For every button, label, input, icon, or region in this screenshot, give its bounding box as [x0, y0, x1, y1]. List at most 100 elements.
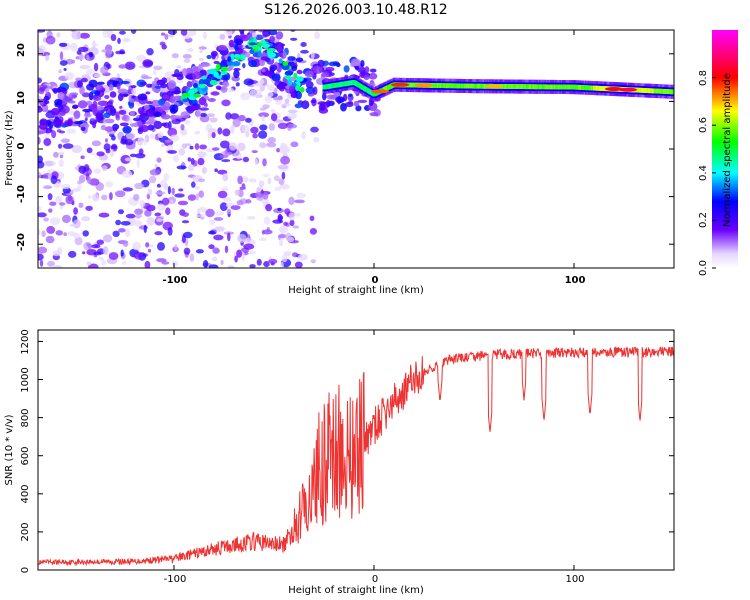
chart-title: S126.2026.003.10.48.R12	[264, 2, 447, 18]
heatmap-cell	[252, 133, 258, 139]
colorbar-ticks	[712, 77, 716, 269]
heatmap-cell	[137, 136, 144, 145]
heatmap-cell	[391, 82, 409, 87]
heatmap-cell	[213, 60, 220, 65]
heatmap-cell	[83, 241, 92, 251]
heatmap-cell	[165, 207, 171, 215]
heatmap-cell	[144, 104, 150, 111]
heatmap-cell	[100, 124, 106, 131]
heatmap-cell	[278, 83, 286, 92]
heatmap-cell	[38, 155, 43, 164]
heatmap-cell	[256, 258, 262, 266]
heatmap-cell	[209, 219, 215, 226]
heatmap-cell	[259, 124, 268, 131]
heatmap-cell	[262, 173, 270, 177]
heatmap-cell	[180, 30, 188, 36]
heatmap-cell	[300, 49, 309, 54]
heatmap-cell	[161, 44, 167, 50]
heatmap-cell	[39, 98, 44, 106]
heatmap-cell	[259, 142, 267, 149]
heatmap-cell	[38, 106, 43, 113]
heatmap-cell	[59, 51, 64, 61]
heatmap-cell	[145, 91, 151, 95]
heatmap-cell	[325, 100, 331, 108]
heatmap-cell	[160, 143, 165, 148]
heatmap-cell	[142, 59, 154, 68]
heatmap-cell	[278, 178, 285, 185]
heatmap-cell	[77, 185, 83, 190]
heatmap-cell	[159, 179, 168, 187]
heatmap-cell	[177, 200, 189, 206]
heatmap-cell	[80, 155, 85, 160]
heatmap-cell	[254, 158, 258, 166]
heatmap-cell	[182, 54, 192, 59]
heatmap-cell	[279, 225, 288, 234]
heatmap-cell	[137, 120, 143, 127]
heatmap-cell	[181, 220, 190, 224]
heatmap-cell	[354, 65, 360, 71]
heatmap-cell	[59, 42, 68, 48]
heatmap-cell	[371, 89, 389, 94]
heatmap-cell	[248, 30, 253, 33]
heatmap-cell	[103, 112, 111, 119]
heatmap-cell	[243, 243, 255, 250]
heatmap-cell	[171, 73, 180, 77]
heatmap-cell	[251, 150, 258, 154]
heatmap-cell	[198, 107, 210, 111]
heatmap-cell	[38, 253, 44, 261]
heatmap-cell	[188, 96, 197, 101]
heatmap-cell	[119, 30, 126, 35]
heatmap-cell	[76, 50, 82, 55]
heatmap-cell	[225, 112, 232, 120]
heatmap-cell	[74, 166, 79, 171]
heatmap-cell	[300, 42, 307, 47]
heatmap-cell	[60, 138, 70, 143]
heatmap-cell	[187, 157, 191, 162]
heatmap-cell	[282, 51, 287, 59]
heatmap-cell	[415, 83, 433, 88]
heatmap-cell	[273, 175, 280, 182]
heatmap-cell	[191, 71, 202, 80]
heatmap-cell	[58, 143, 63, 149]
heatmap-cell	[267, 84, 275, 92]
heatmap-cell	[77, 180, 82, 185]
heatmap-cell	[203, 260, 209, 268]
heatmap-cell	[101, 194, 108, 201]
heatmap-cell	[317, 59, 325, 67]
heatmap-cell	[213, 217, 224, 221]
heatmap-cell	[258, 180, 265, 187]
heatmap-cell	[111, 135, 116, 141]
colorbar-gradient	[712, 30, 738, 268]
heatmap-cell	[85, 69, 95, 76]
heatmap-cell	[281, 103, 291, 107]
heatmap-cell	[206, 54, 212, 60]
heatmap-cell	[619, 87, 637, 92]
heatmap-cell	[360, 60, 365, 68]
heatmap-cell	[147, 248, 152, 253]
heatmap-cell	[83, 112, 92, 118]
heatmap-cell	[183, 231, 193, 239]
heatmap-cell	[260, 115, 265, 122]
heatmap-cell	[176, 65, 182, 69]
heatmap-cell	[215, 85, 222, 90]
heatmap-cell	[57, 91, 65, 101]
heatmap-cell	[223, 197, 231, 202]
heatmap-cell	[280, 155, 291, 165]
heatmap-cell	[43, 217, 49, 222]
snr-y-tick-label: 600	[20, 446, 31, 465]
heatmap-cell	[226, 208, 232, 215]
heatmap-cell	[130, 85, 137, 89]
heatmap-cell	[64, 72, 75, 80]
heatmap-cell	[294, 213, 301, 217]
heatmap-cell	[89, 178, 100, 186]
heatmap-cell	[180, 111, 190, 119]
heatmap-cell	[38, 77, 42, 84]
heatmap-cell	[259, 185, 263, 191]
heatmap-cell	[58, 159, 64, 168]
heatmap-cell	[284, 98, 290, 104]
heatmap-cell	[146, 217, 155, 226]
heatmap-cell	[309, 215, 315, 222]
heatmap-cell	[67, 118, 73, 127]
heatmap-cell	[108, 252, 119, 260]
heatmap-cell	[43, 185, 53, 190]
